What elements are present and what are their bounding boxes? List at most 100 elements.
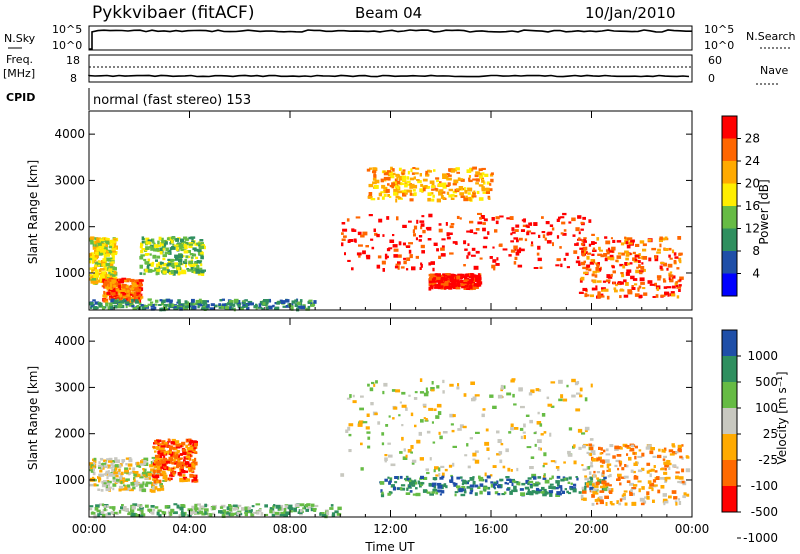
velocity-cell — [542, 490, 548, 495]
power-cell — [100, 268, 105, 271]
power-cell — [627, 237, 633, 241]
velocity-cell — [662, 458, 666, 461]
power-cell — [427, 192, 432, 196]
power-cell — [195, 299, 201, 303]
velocity-cell — [300, 509, 303, 513]
power-cell — [444, 281, 449, 284]
velocity-cell — [381, 491, 384, 495]
velocity-cell — [521, 482, 526, 486]
power-cell — [592, 249, 597, 252]
power-cell — [455, 286, 461, 290]
velocity-cell — [675, 471, 680, 474]
velocity-cell — [459, 476, 463, 479]
velocity-cell — [144, 477, 149, 480]
power-cell — [120, 304, 125, 309]
power-cell — [413, 233, 416, 237]
velocity-cell — [102, 513, 106, 518]
velocity-cell — [665, 476, 671, 480]
power-cell — [99, 278, 103, 281]
velocity-cell — [530, 456, 535, 459]
power-cell — [229, 303, 234, 307]
power-cell — [440, 253, 446, 257]
power-cell — [191, 270, 196, 273]
velocity-cell — [671, 443, 675, 447]
velocity-cell — [529, 419, 533, 424]
velocity-cell — [662, 498, 668, 501]
power-cell — [583, 237, 587, 240]
velocity-cell — [191, 466, 196, 470]
velocity-cell — [170, 467, 173, 472]
velocity-cell — [441, 485, 444, 490]
velocity-cell — [538, 447, 541, 451]
power-cell — [448, 194, 453, 198]
velocity-cell — [365, 426, 370, 430]
power-cell — [406, 189, 412, 193]
power-cell — [110, 259, 114, 262]
power-cell — [199, 239, 204, 242]
power-cell — [449, 252, 454, 255]
velocity-cell — [179, 478, 184, 483]
power-cell — [166, 269, 170, 273]
power-cell — [578, 291, 584, 294]
power-cell — [443, 277, 448, 281]
power-cell — [117, 303, 123, 308]
velocity-cell — [442, 431, 448, 434]
power-cell — [239, 307, 244, 310]
velocity-cell — [573, 444, 576, 448]
velocity-cell — [187, 443, 190, 446]
power-cell — [194, 261, 198, 264]
power-cell — [168, 305, 174, 309]
velocity-cell — [496, 430, 500, 434]
power-cell — [454, 195, 458, 198]
power-cell — [428, 170, 432, 173]
velocity-cell — [411, 462, 415, 465]
power-cell — [140, 254, 145, 257]
velocity-cell — [646, 495, 650, 500]
power-cell — [402, 178, 407, 182]
power-cell — [412, 189, 416, 192]
power-cell — [456, 215, 460, 219]
velocity-cell — [469, 491, 473, 495]
velocity-cell — [151, 456, 157, 459]
power-cell — [402, 224, 407, 228]
power-cell — [106, 281, 110, 285]
velocity-cell — [598, 496, 603, 500]
velocity-cell — [107, 470, 110, 474]
velocity-cell — [550, 381, 556, 384]
velocity-cell — [497, 439, 502, 443]
velocity-cell — [142, 471, 147, 475]
power-cell — [464, 277, 468, 281]
power-cell — [544, 237, 547, 241]
power-cell — [581, 239, 584, 242]
power-cell — [571, 217, 576, 222]
power-cell — [389, 175, 395, 179]
velocity-cell — [182, 474, 186, 477]
velocity-xtick-label: 00:00 — [675, 522, 710, 536]
velocity-cell — [228, 507, 233, 512]
power-cell — [511, 231, 516, 234]
velocity-cell — [388, 415, 391, 418]
velocity-cell — [118, 464, 122, 467]
power-cell — [162, 262, 168, 267]
power-cell — [166, 264, 170, 267]
power-cell — [188, 244, 193, 249]
velocity-cell — [492, 405, 497, 409]
power-cell — [176, 267, 180, 271]
power-cell — [114, 291, 118, 295]
power-cell — [121, 277, 127, 281]
velocity-cell — [599, 490, 605, 493]
velocity-cell — [437, 482, 442, 486]
velocity-cell — [190, 454, 193, 458]
velocity-cell — [631, 487, 637, 489]
velocity-cell — [157, 450, 161, 455]
power-cell — [149, 245, 153, 249]
power-cell — [392, 168, 395, 172]
power-cell — [108, 267, 112, 271]
power-cell — [515, 251, 520, 256]
power-cell — [170, 240, 174, 244]
power-cell — [102, 267, 107, 271]
velocity-cell — [194, 457, 197, 462]
power-cell — [98, 245, 103, 249]
power-cell — [630, 275, 635, 280]
